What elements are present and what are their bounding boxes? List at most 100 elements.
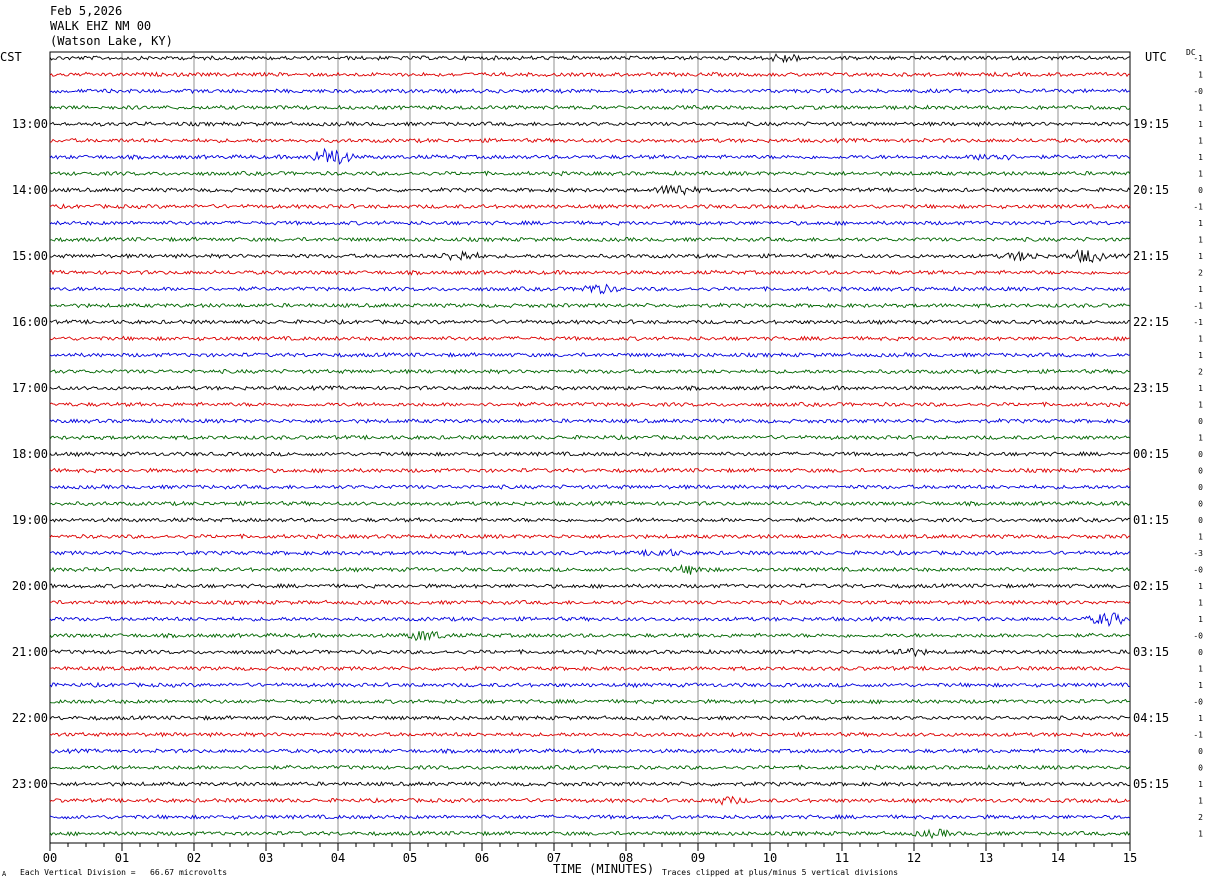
right-hour-label: 03:15: [1133, 645, 1169, 659]
left-hour-label: 23:00: [12, 777, 48, 791]
dc-offset-label: 1: [1198, 434, 1203, 443]
trace-line: [49, 203, 1131, 210]
dc-offset-label: 1: [1198, 384, 1203, 393]
trace-line: [49, 731, 1131, 738]
dc-offset-label: 0: [1198, 483, 1203, 492]
right-hour-label: 20:15: [1133, 183, 1169, 197]
corner-mark: A: [2, 870, 7, 878]
x-tick-label: 14: [1051, 851, 1065, 865]
trace-line: [49, 88, 1131, 95]
trace-line: [49, 647, 1131, 658]
dc-offset-label: 1: [1198, 236, 1203, 245]
x-tick-label: 08: [619, 851, 633, 865]
left-hour-label: 15:00: [12, 249, 48, 263]
dc-offset-label: 2: [1198, 368, 1203, 377]
x-tick-label: 07: [547, 851, 561, 865]
clip-note: Traces clipped at plus/minus 5 vertical …: [662, 868, 899, 877]
dc-offset-label: 2: [1198, 269, 1203, 278]
left-timezone-label: CST: [0, 50, 22, 64]
x-tick-label: 02: [187, 851, 201, 865]
trace-line: [49, 548, 1131, 558]
plot-date: Feb 5,2026: [50, 4, 123, 18]
trace-layer: [49, 53, 1131, 840]
dc-offset-label: 0: [1198, 764, 1203, 773]
x-tick-label: 05: [403, 851, 417, 865]
left-hour-label: 14:00: [12, 183, 48, 197]
grid-layer: [49, 51, 1131, 851]
trace-line: [49, 450, 1131, 458]
dc-offset-label: 1: [1198, 599, 1203, 608]
trace-line: [49, 582, 1131, 590]
dc-offset-label: 2: [1198, 813, 1203, 822]
trace-line: [49, 71, 1131, 78]
trace-line: [49, 104, 1131, 111]
trace-line: [49, 698, 1131, 705]
dc-offset-label: 1: [1198, 170, 1203, 179]
x-tick-label: 03: [259, 851, 273, 865]
trace-line: [49, 385, 1131, 392]
x-tick-label: 04: [331, 851, 345, 865]
right-hour-label: 21:15: [1133, 249, 1169, 263]
trace-line: [49, 368, 1131, 375]
x-tick-label: 09: [691, 851, 705, 865]
trace-line: [49, 813, 1131, 821]
dc-offset-label: 0: [1198, 467, 1203, 476]
trace-line: [49, 612, 1131, 628]
x-tick-label: 01: [115, 851, 129, 865]
trace-line: [49, 764, 1131, 771]
right-hour-label: 22:15: [1133, 315, 1169, 329]
dc-offset-label: -3: [1193, 549, 1203, 558]
left-hour-label: 18:00: [12, 447, 48, 461]
dc-offset-label: -0: [1193, 87, 1203, 96]
left-hour-label: 22:00: [12, 711, 48, 725]
trace-line: [49, 795, 1131, 806]
trace-line: [49, 318, 1131, 326]
trace-line: [49, 484, 1131, 491]
trace-line: [49, 533, 1131, 540]
dc-offset-label: 1: [1198, 120, 1203, 129]
x-axis-title: TIME (MINUTES): [553, 862, 655, 876]
dc-offset-label: 0: [1198, 450, 1203, 459]
label-layer: 00 01 02 03 04 05 06 07 08 09 10 11 12 13 14 15-11-0111…: [12, 54, 1203, 865]
trace-line: [49, 53, 1131, 64]
dc-offset-label: -1: [1193, 302, 1203, 311]
trace-line: [49, 434, 1131, 441]
left-hour-label: 16:00: [12, 315, 48, 329]
right-hour-label: 02:15: [1133, 579, 1169, 593]
station-code: WALK EHZ NM 00: [50, 19, 152, 33]
dc-offset-label: 0: [1198, 417, 1203, 426]
left-hour-label: 19:00: [12, 513, 48, 527]
right-hour-label: 19:15: [1133, 117, 1169, 131]
dc-offset-label: 1: [1198, 582, 1203, 591]
right-timezone-label: UTC: [1145, 50, 1167, 64]
trace-line: [49, 563, 1131, 575]
x-tick-label: 11: [835, 851, 849, 865]
trace-line: [49, 714, 1131, 721]
dc-offset-label: 1: [1198, 252, 1203, 261]
station-location: (Watson Lake, KY): [50, 34, 173, 48]
trace-line: [49, 500, 1131, 507]
trace-line: [49, 780, 1131, 788]
dc-offset-label: 1: [1198, 615, 1203, 624]
dc-offset-label: 1: [1198, 714, 1203, 723]
trace-line: [49, 236, 1131, 243]
left-hour-label: 21:00: [12, 645, 48, 659]
trace-line: [49, 335, 1131, 342]
trace-line: [49, 747, 1131, 755]
dc-offset-label: -0: [1193, 698, 1203, 707]
dc-offset-label: 1: [1198, 681, 1203, 690]
trace-line: [49, 681, 1130, 689]
x-tick-label: 10: [763, 851, 777, 865]
dc-offset-label: -1: [1193, 318, 1203, 327]
trace-line: [49, 401, 1131, 408]
dc-offset-label: 0: [1198, 516, 1203, 525]
left-hour-label: 17:00: [12, 381, 48, 395]
right-hour-label: 01:15: [1133, 513, 1169, 527]
dc-offset-label: 1: [1198, 401, 1203, 410]
dc-offset-label: 1: [1198, 780, 1203, 789]
dc-offset-label: 1: [1198, 335, 1203, 344]
right-hour-label: 05:15: [1133, 777, 1169, 791]
right-hour-label: 00:15: [1133, 447, 1169, 461]
trace-line: [49, 219, 1131, 227]
